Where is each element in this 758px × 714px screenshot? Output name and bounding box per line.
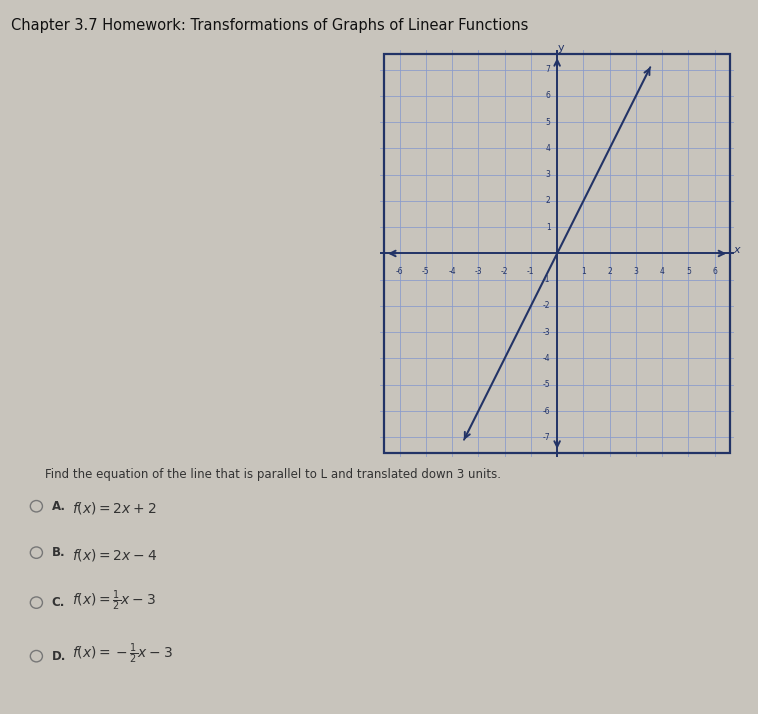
- Text: 2: 2: [546, 196, 550, 206]
- Text: 4: 4: [659, 266, 665, 276]
- Text: 2: 2: [607, 266, 612, 276]
- Text: -7: -7: [543, 433, 550, 442]
- Text: $f(x) = -\frac{1}{2}x - 3$: $f(x) = -\frac{1}{2}x - 3$: [72, 642, 173, 666]
- Text: -5: -5: [543, 381, 550, 389]
- Text: 1: 1: [546, 223, 550, 232]
- Text: -1: -1: [527, 266, 534, 276]
- Text: -5: -5: [422, 266, 430, 276]
- Text: -2: -2: [501, 266, 509, 276]
- Text: -4: -4: [448, 266, 456, 276]
- Text: -6: -6: [396, 266, 403, 276]
- Text: 5: 5: [546, 118, 550, 126]
- Text: 3: 3: [634, 266, 638, 276]
- Text: $f(x) = \frac{1}{2}x - 3$: $f(x) = \frac{1}{2}x - 3$: [72, 588, 156, 613]
- Text: y: y: [558, 43, 565, 53]
- Text: C.: C.: [52, 596, 65, 609]
- Text: A.: A.: [52, 500, 65, 513]
- Text: x: x: [733, 244, 740, 254]
- Text: 6: 6: [713, 266, 717, 276]
- Text: -4: -4: [543, 354, 550, 363]
- Text: -2: -2: [543, 301, 550, 311]
- Text: D.: D.: [52, 650, 66, 663]
- Text: 5: 5: [686, 266, 691, 276]
- Text: 3: 3: [546, 170, 550, 179]
- Text: $f(x) = 2x + 2$: $f(x) = 2x + 2$: [72, 501, 156, 516]
- Text: Chapter 3.7 Homework: Transformations of Graphs of Linear Functions: Chapter 3.7 Homework: Transformations of…: [11, 18, 529, 33]
- Text: Find the equation of the line that is parallel to L and translated down 3 units.: Find the equation of the line that is pa…: [45, 468, 502, 481]
- Text: -3: -3: [475, 266, 482, 276]
- Text: -6: -6: [543, 406, 550, 416]
- Text: 7: 7: [546, 65, 550, 74]
- Text: -3: -3: [543, 328, 550, 337]
- Text: B.: B.: [52, 546, 65, 559]
- Text: -1: -1: [543, 275, 550, 284]
- Text: 6: 6: [546, 91, 550, 101]
- Text: 4: 4: [546, 144, 550, 153]
- Text: $f(x) = 2x - 4$: $f(x) = 2x - 4$: [72, 547, 157, 563]
- Text: 1: 1: [581, 266, 586, 276]
